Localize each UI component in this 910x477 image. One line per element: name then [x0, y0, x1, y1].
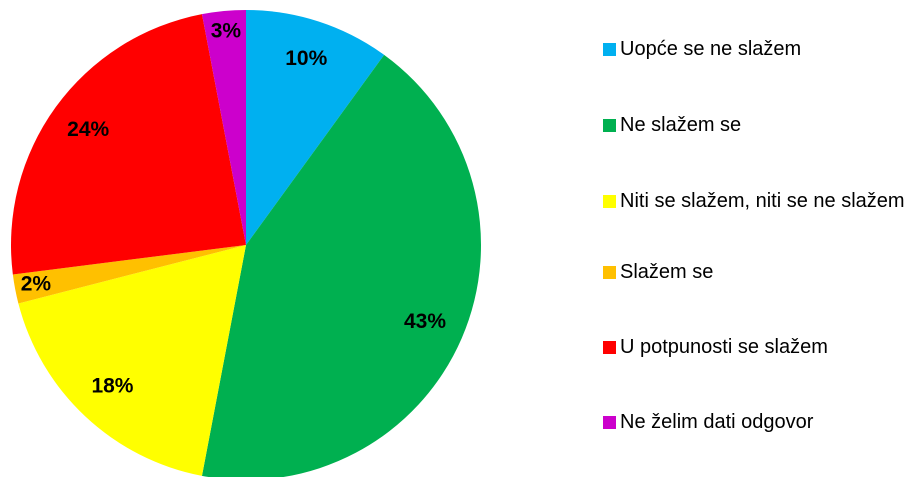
pie-slice — [12, 245, 247, 304]
pie-slice — [18, 245, 246, 476]
data-label: 18% — [91, 375, 133, 398]
chart: 10% 43% 18% 2% 24% 3% — [10, 10, 481, 477]
legend-label: Uopće se ne slažem — [620, 38, 802, 60]
pie-slice — [10, 14, 246, 275]
legend-swatch — [603, 119, 616, 132]
legend-swatch — [603, 416, 616, 429]
data-label: 10% — [285, 47, 327, 70]
legend-swatch — [603, 195, 616, 208]
legend-label: Ne slažem se — [620, 114, 742, 136]
data-label: 43% — [404, 310, 446, 333]
pie-slice — [201, 10, 246, 245]
legend-label: Ne želim dati odgovor — [620, 411, 814, 433]
legend-label: U potpunosti se slažem — [620, 336, 828, 358]
data-label: 3% — [211, 20, 242, 43]
legend-swatch — [603, 266, 616, 279]
pie-slice — [201, 54, 481, 477]
legend-swatch — [603, 43, 616, 56]
legend-label: Niti se slažem, niti se ne slažem — [620, 190, 905, 212]
data-label: 2% — [21, 273, 52, 296]
pie-slice — [246, 10, 385, 245]
legend-swatch — [603, 341, 616, 354]
legend-label: Slažem se — [620, 261, 714, 283]
data-label: 24% — [67, 118, 109, 141]
